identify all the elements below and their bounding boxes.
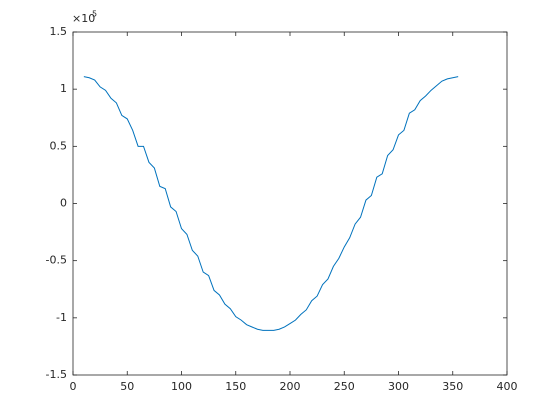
y-tick-label: 1.5 (50, 25, 68, 38)
line (83, 76, 459, 331)
x-tick-label: 300 (388, 380, 409, 393)
x-tick-label: 0 (70, 380, 77, 393)
x-tick-label: 50 (120, 380, 134, 393)
y-multiplier: ×10 (72, 12, 95, 25)
x-tick-label: 150 (225, 380, 246, 393)
x-tick-label: 350 (442, 380, 463, 393)
y-tick-label: 1 (60, 82, 67, 95)
x-tick-label: 400 (497, 380, 518, 393)
y-tick-label: 0.5 (50, 139, 68, 152)
y-tick-label: -1.5 (46, 368, 67, 381)
y-tick-label: 0 (60, 197, 67, 210)
x-tick-label: 200 (280, 380, 301, 393)
y-tick-label: -0.5 (46, 254, 67, 267)
x-tick-label: 250 (334, 380, 355, 393)
y-tick-label: -1 (56, 311, 67, 324)
y-multiplier-exponent: 5 (92, 10, 97, 19)
x-tick-label: 100 (171, 380, 192, 393)
